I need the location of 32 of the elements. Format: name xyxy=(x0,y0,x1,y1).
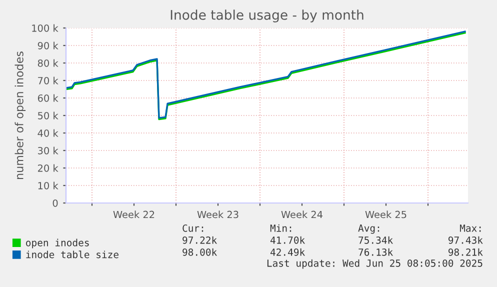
y-tick-label: 60 k xyxy=(38,94,58,102)
y-tick-label: 50 k xyxy=(38,112,58,120)
y-tick-label: 70 k xyxy=(38,76,58,84)
text: 75.34k xyxy=(358,236,393,244)
y-tick-label: 20 k xyxy=(38,164,58,172)
text: 97.43k xyxy=(448,236,483,244)
y-tick-label: 0 xyxy=(52,199,58,207)
x-tick-label: Week 25 xyxy=(365,210,406,218)
y-tick-label: 10 k xyxy=(38,182,58,190)
x-tick-label: Week 23 xyxy=(197,210,238,218)
text: Avg: xyxy=(358,224,380,234)
legend-label: open inodes xyxy=(26,238,89,248)
y-tick-label: 90 k xyxy=(38,42,58,50)
x-tick-label: Week 24 xyxy=(281,210,323,218)
y-tick-label: 80 k xyxy=(38,59,58,67)
text: Last update: Wed Jun 25 08:05:00 2025 xyxy=(267,259,482,269)
text: 42.49k xyxy=(270,248,305,256)
text: 76.13k xyxy=(358,248,393,256)
text: 97.22k xyxy=(182,236,217,244)
chart-title: Inode table usage - by month xyxy=(170,10,364,22)
y-tick-label: 40 k xyxy=(38,129,58,137)
y-tick-label: 100 k xyxy=(32,24,58,32)
y-tick-label: 30 k xyxy=(38,146,58,154)
text: Max: xyxy=(460,224,481,232)
text: 41.70k xyxy=(270,236,305,244)
text: Min: xyxy=(270,224,292,232)
x-tick-label: Week 22 xyxy=(113,210,154,218)
legend-label: inode table size xyxy=(26,250,118,258)
text: 98.00k xyxy=(182,248,217,256)
text: Cur: xyxy=(182,224,204,232)
text: 98.21k xyxy=(448,248,483,256)
y-axis-title: number of open inodes xyxy=(14,52,26,179)
